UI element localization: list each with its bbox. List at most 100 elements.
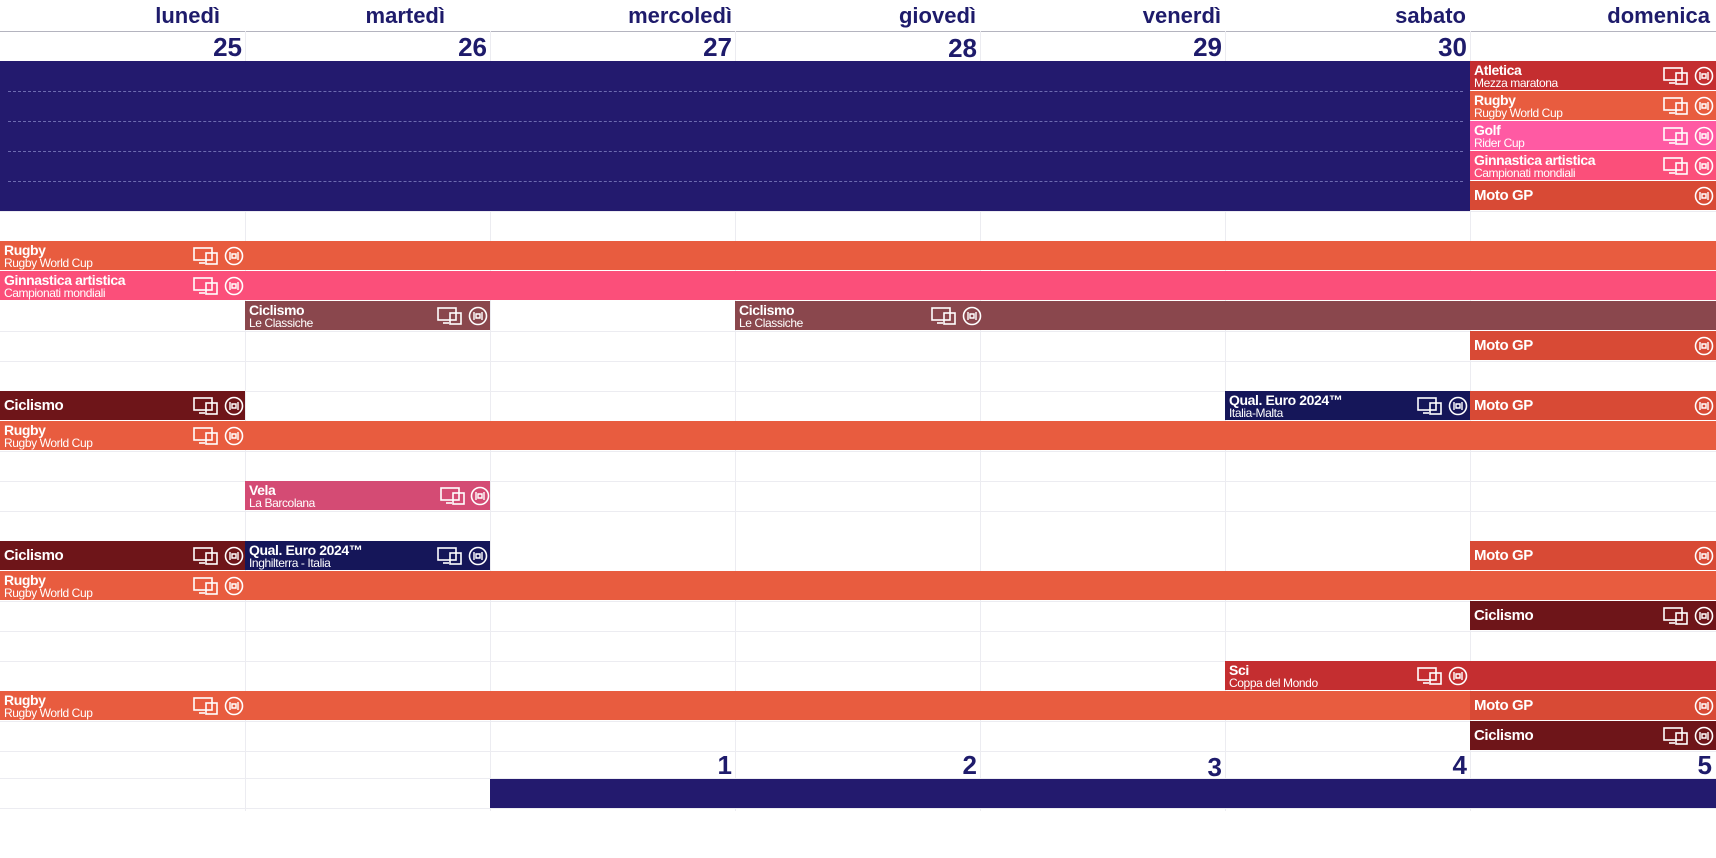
radio-icon (224, 276, 244, 296)
radio-icon (1694, 606, 1714, 626)
event-title: Qual. Euro 2024™ (249, 542, 363, 558)
event-subtitle: Le Classiche (739, 316, 803, 330)
event-subtitle: Mezza maratona (1474, 76, 1558, 90)
event-title: Moto GP (1474, 337, 1533, 354)
date-1[interactable]: 1 (717, 750, 732, 780)
tv-device-icon (1417, 667, 1442, 685)
day-header-friday: venerdì (1142, 3, 1221, 28)
date-28[interactable]: 28 (948, 33, 977, 63)
event-subtitle: Italia-Malta (1229, 406, 1283, 420)
event-title: Golf (1474, 122, 1501, 138)
tv-device-icon (193, 247, 218, 265)
tv-device-icon (193, 397, 218, 415)
event-rugby[interactable]: Rugby Rugby World Cup (0, 421, 1716, 450)
radio-icon (1448, 396, 1468, 416)
event-title: Rugby (4, 422, 46, 438)
radio-icon (470, 486, 490, 506)
tv-device-icon (193, 427, 218, 445)
event-rugby[interactable]: Rugby Rugby World Cup (0, 241, 1716, 270)
event-golf[interactable]: Golf Rider Cup (1470, 121, 1716, 150)
event-title: Vela (249, 482, 276, 498)
tv-device-icon (193, 547, 218, 565)
event-ciclismo[interactable]: Ciclismo Le Classiche (245, 301, 490, 330)
event-title: Sci (1229, 662, 1249, 678)
radio-icon (468, 546, 488, 566)
event-title: Moto GP (1474, 397, 1533, 414)
event-ciclismo[interactable]: Ciclismo (1470, 721, 1716, 750)
radio-icon (1694, 546, 1714, 566)
day-header-sunday: domenica (1607, 3, 1710, 28)
event-subtitle: Rugby World Cup (4, 586, 93, 600)
event-atletica[interactable]: Atletica Mezza maratona (1470, 61, 1716, 90)
date-26[interactable]: 26 (458, 32, 487, 62)
date-29[interactable]: 29 (1193, 32, 1222, 62)
date-27[interactable]: 27 (703, 32, 732, 62)
event-ciclismo[interactable]: Ciclismo (0, 541, 245, 570)
radio-icon (1694, 126, 1714, 146)
event-moto-gp[interactable]: Moto GP (1470, 391, 1716, 420)
tv-device-icon (1663, 127, 1688, 145)
event-subtitle: Le Classiche (249, 316, 313, 330)
event-title: Ciclismo (4, 547, 64, 564)
event-rugby[interactable]: Rugby Rugby World Cup (0, 691, 1470, 720)
date-2[interactable]: 2 (962, 750, 977, 780)
radio-icon (1694, 396, 1714, 416)
tv-device-icon (1417, 397, 1442, 415)
date-25[interactable]: 25 (213, 32, 242, 62)
event-ginnastica[interactable]: Ginnastica artistica Campionati mondiali (1470, 151, 1716, 180)
radio-icon (1694, 156, 1714, 176)
tv-device-icon (931, 307, 956, 325)
next-week-block (490, 779, 1716, 808)
event-sci[interactable]: Sci Coppa del Mondo (1225, 661, 1716, 690)
event-title: Moto GP (1474, 187, 1533, 204)
event-subtitle: Rugby World Cup (4, 706, 93, 720)
event-title: Ginnastica artistica (4, 272, 126, 288)
radio-icon (962, 306, 982, 326)
event-subtitle: Inghilterra - Italia (249, 556, 331, 570)
past-days-block (0, 61, 1470, 211)
event-subtitle: Campionati mondiali (4, 286, 106, 300)
date-4[interactable]: 4 (1452, 750, 1467, 780)
tv-device-icon (193, 697, 218, 715)
event-ciclismo[interactable]: Ciclismo Le Classiche (735, 301, 1716, 330)
event-moto-gp[interactable]: Moto GP (1470, 541, 1716, 570)
radio-icon (1694, 66, 1714, 86)
event-title: Ginnastica artistica (1474, 152, 1596, 168)
radio-icon (1694, 696, 1714, 716)
event-qual-euro-2024[interactable]: Qual. Euro 2024™ Inghilterra - Italia (245, 541, 490, 570)
day-header-saturday: sabato (1395, 3, 1466, 28)
radio-icon (1694, 186, 1714, 206)
event-moto-gp[interactable]: Moto GP (1470, 331, 1716, 360)
event-rugby[interactable]: Rugby Rugby World Cup (0, 571, 1716, 600)
event-ciclismo[interactable]: Ciclismo (0, 391, 245, 420)
date-3[interactable]: 3 (1207, 752, 1222, 782)
tv-device-icon (1663, 97, 1688, 115)
event-moto-gp[interactable]: Moto GP (1470, 691, 1716, 720)
event-subtitle: Rugby World Cup (4, 436, 93, 450)
event-rugby[interactable]: Rugby Rugby World Cup (1470, 91, 1716, 120)
date-30[interactable]: 30 (1438, 32, 1467, 62)
event-ginnastica[interactable]: Ginnastica artistica Campionati mondiali (0, 271, 1716, 300)
tv-device-icon (1663, 607, 1688, 625)
radio-icon (224, 426, 244, 446)
event-qual-euro-2024[interactable]: Qual. Euro 2024™ Italia-Malta (1225, 391, 1470, 420)
day-header-wednesday: mercoledì (628, 3, 732, 28)
radio-icon (468, 306, 488, 326)
event-subtitle: Coppa del Mondo (1229, 676, 1318, 690)
radio-icon (224, 546, 244, 566)
event-title: Moto GP (1474, 547, 1533, 564)
event-moto-gp[interactable]: Moto GP (1470, 181, 1716, 210)
radio-icon (1694, 726, 1714, 746)
tv-device-icon (437, 307, 462, 325)
event-ciclismo[interactable]: Ciclismo (1470, 601, 1716, 630)
radio-icon (1448, 666, 1468, 686)
event-subtitle: La Barcolana (249, 496, 315, 510)
radio-icon (224, 246, 244, 266)
event-vela[interactable]: Vela La Barcolana (245, 481, 490, 510)
radio-icon (224, 576, 244, 596)
event-title: Qual. Euro 2024™ (1229, 392, 1343, 408)
event-title: Ciclismo (1474, 727, 1534, 744)
radio-icon (224, 696, 244, 716)
event-subtitle: Campionati mondiali (1474, 166, 1576, 180)
date-5[interactable]: 5 (1697, 750, 1712, 780)
